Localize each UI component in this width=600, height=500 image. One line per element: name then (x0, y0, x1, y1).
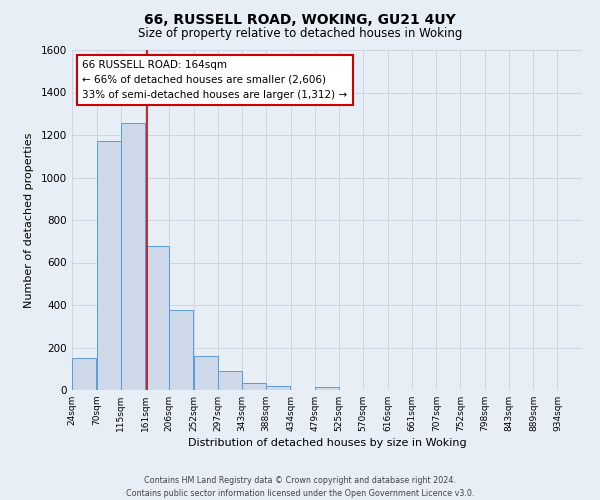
Bar (194, 356, 218, 390)
X-axis label: Distribution of detached houses by size in Woking: Distribution of detached houses by size … (188, 438, 466, 448)
Bar (169, 310, 193, 390)
Bar (97, 142, 121, 390)
Bar (315, 387, 339, 390)
Bar (218, 371, 242, 390)
Bar (266, 386, 290, 390)
Bar (145, 246, 169, 390)
Text: 66, RUSSELL ROAD, WOKING, GU21 4UY: 66, RUSSELL ROAD, WOKING, GU21 4UY (144, 12, 456, 26)
Text: Size of property relative to detached houses in Woking: Size of property relative to detached ho… (138, 28, 462, 40)
Bar (72, 358, 96, 390)
Text: 66 RUSSELL ROAD: 164sqm
← 66% of detached houses are smaller (2,606)
33% of semi: 66 RUSSELL ROAD: 164sqm ← 66% of detache… (82, 60, 347, 100)
Bar (242, 382, 266, 390)
Y-axis label: Number of detached properties: Number of detached properties (24, 132, 34, 308)
Text: Contains HM Land Registry data © Crown copyright and database right 2024.
Contai: Contains HM Land Registry data © Crown c… (126, 476, 474, 498)
Bar (121, 124, 145, 390)
